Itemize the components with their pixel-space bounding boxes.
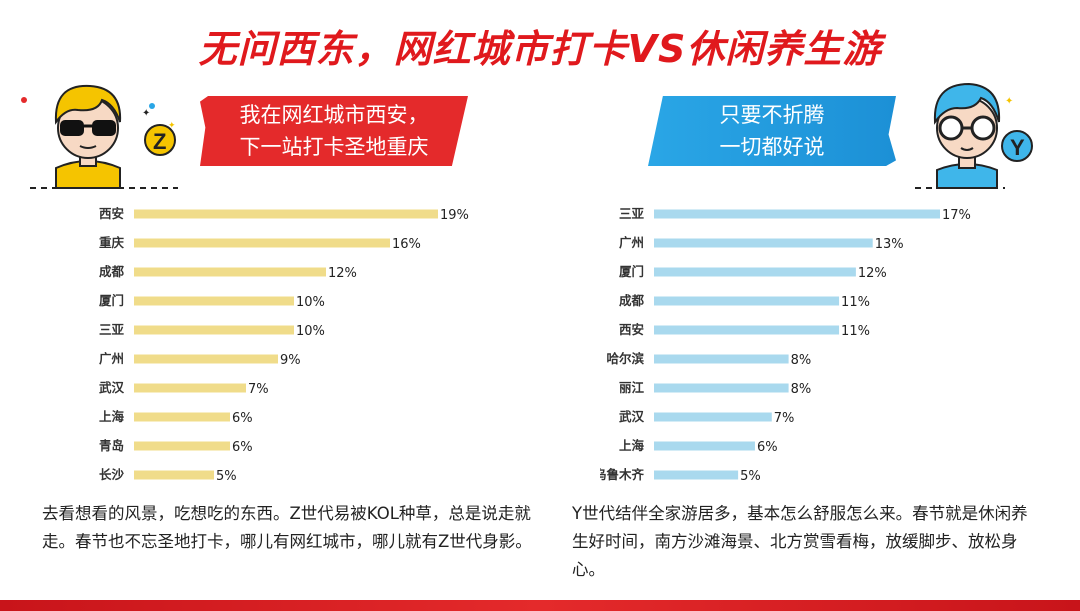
right-chart-category-label: 上海 xyxy=(619,438,645,453)
right-chart-value-label: 5% xyxy=(740,469,761,484)
right-chart-category-label: 哈尔滨 xyxy=(606,351,644,366)
right-chart-category-label: 武汉 xyxy=(619,409,645,424)
left-chart-value-label: 9% xyxy=(280,353,301,368)
left-description: 去看想看的风景，吃想吃的东西。Z世代易被KOL种草，总是说走就走。春节也不忘圣地… xyxy=(42,504,532,551)
left-chart-category-label: 重庆 xyxy=(99,235,125,250)
left-chart-value-label: 6% xyxy=(232,411,253,426)
right-chart-value-label: 6% xyxy=(757,440,778,455)
right-bubble-line2: 一切都好说 xyxy=(719,135,825,159)
left-bubble-line2: 下一站打卡圣地重庆 xyxy=(239,135,429,159)
y-generation-avatar-icon: ✦ Y xyxy=(915,82,1033,189)
left-chart-category-label: 厦门 xyxy=(99,293,124,308)
left-chart-category-label: 武汉 xyxy=(99,380,125,395)
right-chart-bar xyxy=(654,441,755,451)
right-chart-category-label: 广州 xyxy=(619,235,644,250)
left-bar-chart: 西安 19% 重庆 16% 成都 12% 厦门 10% 三亚 10% 广州 9% 武汉 7% 上海 6% 青岛 6… xyxy=(80,200,520,490)
left-chart-value-label: 10% xyxy=(296,295,325,310)
svg-text:✦: ✦ xyxy=(142,108,150,119)
left-chart-bar xyxy=(134,238,390,248)
right-chart-category-label: 三亚 xyxy=(619,206,645,221)
right-bar-chart: 三亚 17% 广州 13% 厦门 12% 成都 11% 西安 11% 哈尔滨 8% 丽江 8% 武汉 7% 上海… xyxy=(600,200,1040,490)
right-chart-bar xyxy=(654,470,739,480)
right-chart-value-label: 11% xyxy=(841,295,870,310)
right-description: Y世代结伴全家游居多，基本怎么舒服怎么来。春节就是休闲养生好时间，南方沙滩海景、… xyxy=(572,504,1028,579)
right-chart-category-label: 丽江 xyxy=(619,380,645,395)
left-chart-value-label: 10% xyxy=(296,324,325,339)
right-chart-value-label: 12% xyxy=(858,266,887,281)
right-chart-category-label: 乌鲁木齐 xyxy=(600,467,644,482)
right-chart-category-label: 西安 xyxy=(619,322,644,337)
right-chart-bar xyxy=(654,354,789,364)
left-chart-value-label: 5% xyxy=(216,469,237,484)
left-chart-category-label: 三亚 xyxy=(99,322,125,337)
left-speech-bubble: 我在网红城市西安， 下一站打卡圣地重庆 xyxy=(200,96,468,166)
left-chart-bar xyxy=(134,441,230,451)
left-chart-value-label: 6% xyxy=(232,440,253,455)
svg-text:✦: ✦ xyxy=(168,121,176,131)
left-chart-value-label: 19% xyxy=(440,208,469,223)
left-chart-value-label: 16% xyxy=(392,237,421,252)
right-chart-value-label: 17% xyxy=(942,208,971,223)
right-speech-bubble: 只要不折腾 一切都好说 xyxy=(648,96,896,166)
right-badge: Y xyxy=(1010,135,1025,160)
left-chart-bar xyxy=(134,412,230,422)
left-chart-bar xyxy=(134,267,326,277)
left-bubble-line1: 我在网红城市西安， xyxy=(239,103,429,127)
left-chart-bar xyxy=(134,296,294,306)
right-chart-category-label: 成都 xyxy=(619,293,645,308)
left-chart-category-label: 青岛 xyxy=(99,438,124,453)
left-chart-bar xyxy=(134,325,294,335)
left-chart-category-label: 成都 xyxy=(99,264,125,279)
left-chart-bar xyxy=(134,470,214,480)
right-chart-bar xyxy=(654,383,789,393)
right-chart-bar xyxy=(654,267,856,277)
left-chart-category-label: 上海 xyxy=(99,409,125,424)
left-chart-category-label: 西安 xyxy=(99,206,124,221)
bottom-accent-bar xyxy=(0,600,1080,611)
left-chart-bar xyxy=(134,209,438,219)
z-generation-avatar-icon: ✦ ✦ Z xyxy=(21,84,178,189)
right-bubble-line1: 只要不折腾 xyxy=(719,103,825,127)
right-chart-category-label: 厦门 xyxy=(619,264,644,279)
right-chart-value-label: 7% xyxy=(774,411,795,426)
left-chart-value-label: 12% xyxy=(328,266,357,281)
left-chart-category-label: 广州 xyxy=(99,351,124,366)
right-chart-bar xyxy=(654,325,840,335)
right-chart-bar xyxy=(654,209,940,219)
right-chart-value-label: 13% xyxy=(875,237,904,252)
right-chart-bar xyxy=(654,412,772,422)
right-chart-bar xyxy=(654,238,873,248)
left-chart-bar xyxy=(134,383,246,393)
right-chart-value-label: 8% xyxy=(791,382,812,397)
left-chart-value-label: 7% xyxy=(248,382,269,397)
left-chart-category-label: 长沙 xyxy=(99,467,125,482)
page-title: 无问西东，网红城市打卡VS休闲养生游 xyxy=(198,27,882,71)
right-chart-bar xyxy=(654,296,840,306)
right-chart-value-label: 11% xyxy=(841,324,870,339)
left-chart-bar xyxy=(134,354,278,364)
svg-text:✦: ✦ xyxy=(1005,96,1013,107)
right-chart-value-label: 8% xyxy=(791,353,812,368)
left-badge: Z xyxy=(153,129,166,154)
